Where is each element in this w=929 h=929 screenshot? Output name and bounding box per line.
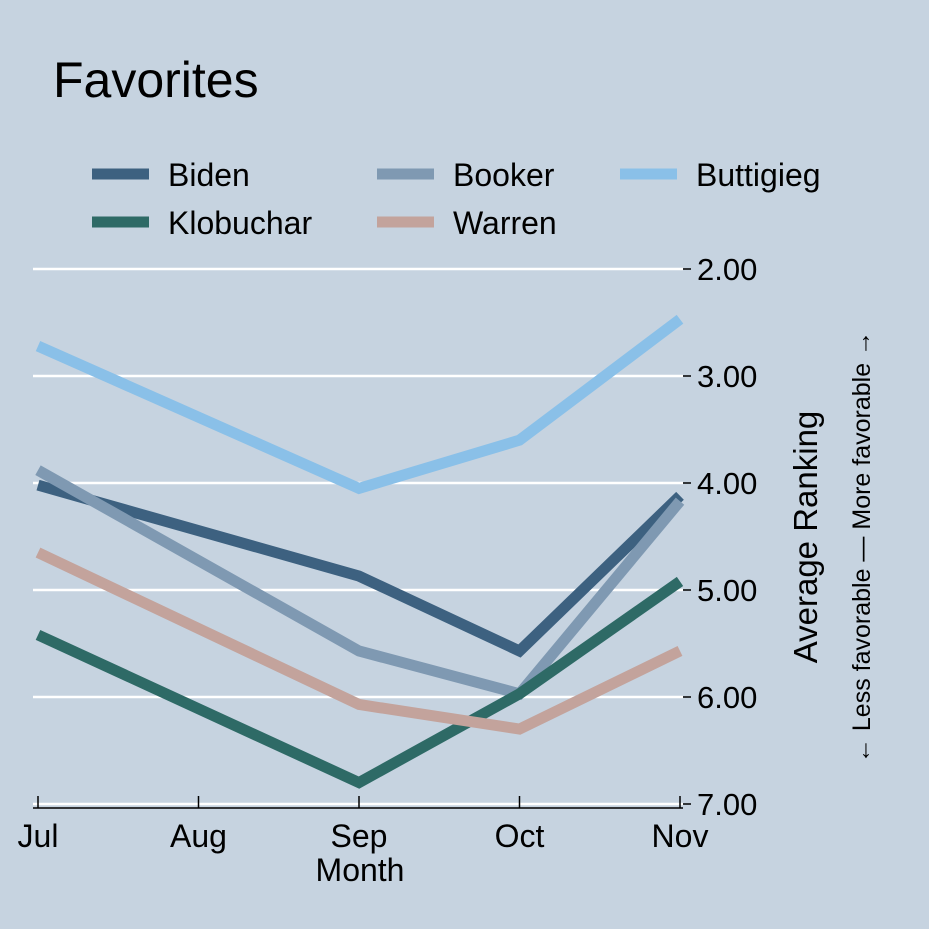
y-axis: 2.00 3.00 4.00 5.00 6.00 7.00 xyxy=(683,252,757,822)
legend-label-warren: Warren xyxy=(453,205,557,241)
x-tick-label: Oct xyxy=(495,818,545,854)
series-line-klobuchar xyxy=(35,576,684,789)
y-tick-label: 3.00 xyxy=(697,359,757,394)
series-line-booker xyxy=(35,465,685,701)
chart-title: Favorites xyxy=(53,52,259,108)
series-line-biden xyxy=(36,479,684,658)
x-tick-label: Jul xyxy=(18,818,59,854)
y-tick-label: 6.00 xyxy=(697,680,757,715)
series-lines xyxy=(35,314,685,789)
y-tick-label: 4.00 xyxy=(697,466,757,501)
y-tick-label: 5.00 xyxy=(697,573,757,608)
series-line-buttigieg xyxy=(35,314,684,495)
y-axis-title: Average Ranking xyxy=(787,411,824,664)
x-tick-label: Aug xyxy=(170,818,227,854)
legend-label-biden: Biden xyxy=(168,157,250,193)
y-tick-label: 2.00 xyxy=(697,252,757,287)
x-axis-title: Month xyxy=(316,852,405,888)
series-line-warren xyxy=(35,547,683,735)
legend-label-buttigieg: Buttigieg xyxy=(696,157,821,193)
x-tick-label: Nov xyxy=(652,818,709,854)
legend-label-klobuchar: Klobuchar xyxy=(168,205,312,241)
legend-label-booker: Booker xyxy=(453,157,555,193)
x-tick-label: Sep xyxy=(331,818,388,854)
legend: Biden Booker Buttigieg Klobuchar Warren xyxy=(92,157,821,241)
y-tick-label: 7.00 xyxy=(697,787,757,822)
y-axis-direction-note: ← Less favorable — More favorable → xyxy=(848,331,876,763)
x-axis: Jul Aug Sep Oct Nov xyxy=(18,796,709,854)
